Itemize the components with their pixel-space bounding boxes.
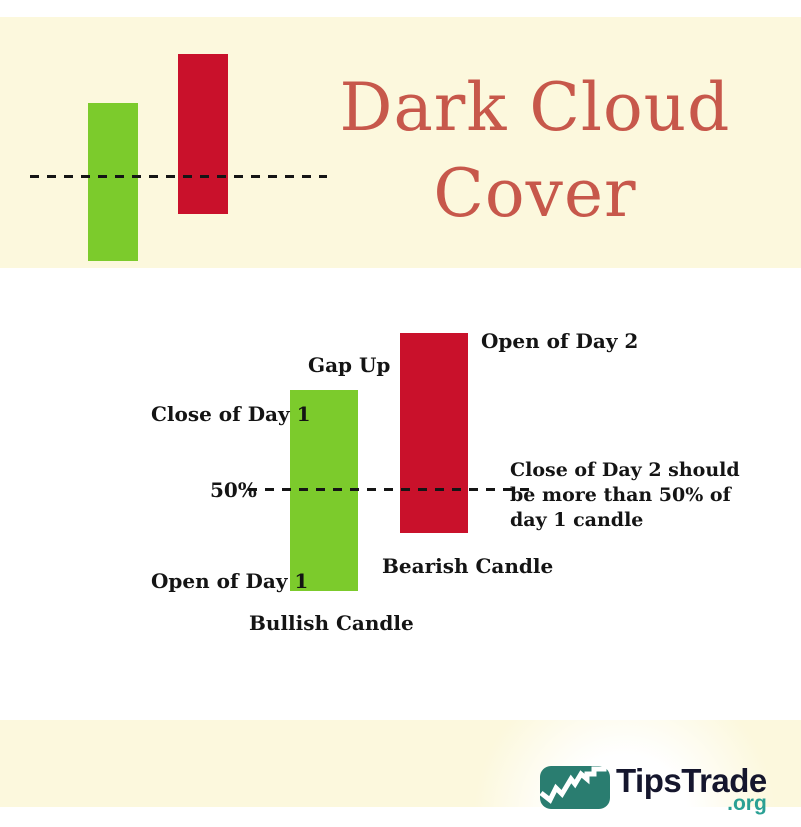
tipstrade-logo: TipsTrade .org [539, 762, 767, 815]
label-open-of-day-1: Open of Day 1 [151, 569, 309, 593]
diagram-50-percent-dashed-line [248, 488, 530, 491]
preview-bullish-candle [88, 103, 138, 261]
label-close-rule-note: Close of Day 2 should be more than 50% o… [510, 459, 740, 531]
brand-name: TipsTrade [616, 762, 767, 799]
footer-banner [0, 720, 801, 807]
page-title-line1: Dark Cloud [339, 69, 731, 146]
preview-midpoint-dashed-line [30, 175, 327, 178]
step-chart-icon [539, 765, 610, 813]
label-open-of-day-2: Open of Day 2 [481, 329, 639, 353]
header-banner: Dark Cloud Cover [0, 17, 801, 268]
brand-domain-suffix: .org [727, 792, 767, 815]
page-title: Dark Cloud Cover [330, 65, 740, 237]
diagram-bearish-candle [400, 333, 468, 533]
logo-wordmark: TipsTrade .org [616, 762, 767, 815]
label-bearish-candle: Bearish Candle [382, 554, 554, 578]
label-gap-up: Gap Up [308, 353, 391, 377]
label-close-of-day-1: Close of Day 1 [151, 402, 311, 426]
label-bullish-candle: Bullish Candle [249, 611, 414, 635]
page-title-line2: Cover [433, 154, 637, 232]
preview-bearish-candle [178, 54, 228, 214]
